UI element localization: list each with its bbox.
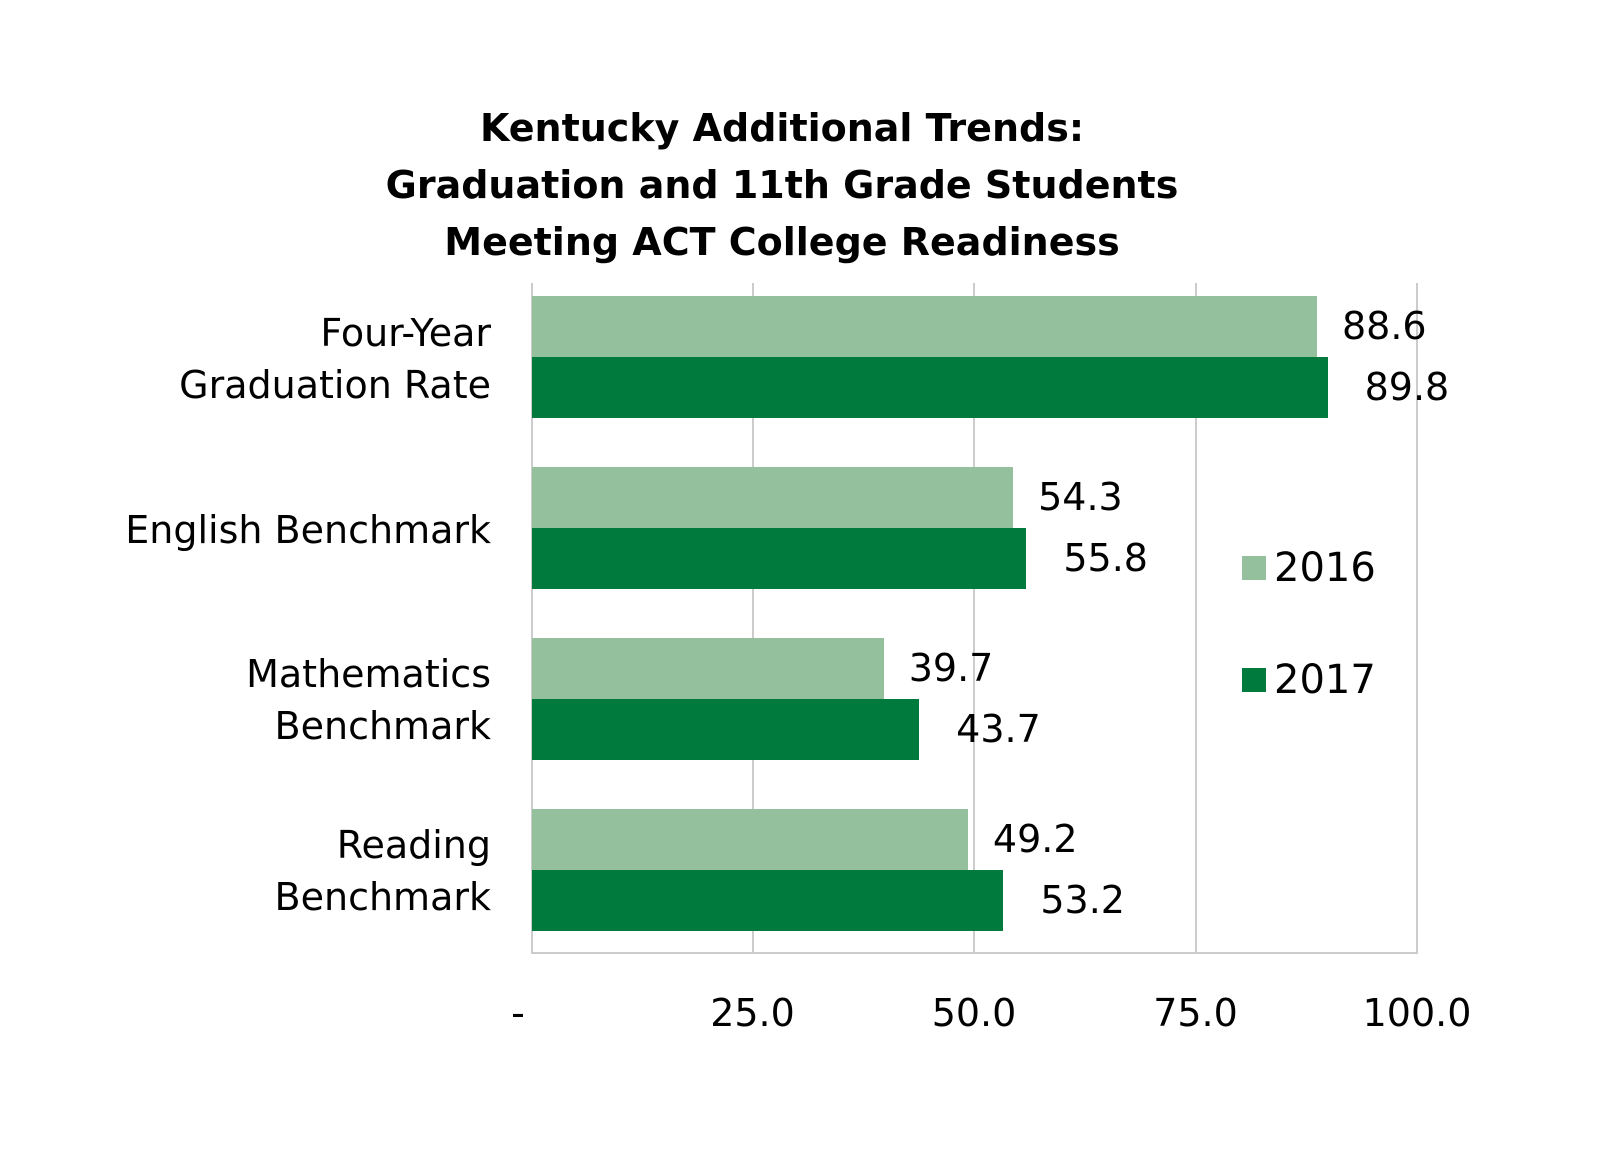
gridline-50 — [973, 283, 975, 954]
category-label: English Benchmark — [125, 508, 491, 552]
data-label-2017: 55.8 — [1063, 536, 1148, 580]
gridline-25 — [752, 283, 754, 954]
bar-2017 — [532, 357, 1328, 418]
x-tick-label: 50.0 — [931, 991, 1017, 1035]
data-label-2017: 53.2 — [1040, 878, 1125, 922]
data-label-2017: 43.7 — [956, 707, 1041, 751]
chart-title-line-3: Meeting ACT College Readiness — [444, 220, 1120, 264]
bar-2017 — [532, 870, 1004, 931]
x-tick-label: 75.0 — [1153, 991, 1238, 1035]
chart-title: Kentucky Additional Trends: Graduation a… — [282, 100, 1282, 271]
data-label-2016: 54.3 — [1038, 475, 1123, 519]
gridline-100 — [1416, 283, 1418, 954]
bar-2016 — [532, 638, 884, 699]
legend-item-2016: 2016 — [1242, 545, 1376, 591]
data-label-2016: 88.6 — [1341, 304, 1427, 348]
category-label: Mathematics Benchmark — [246, 652, 491, 748]
x-axis-line — [531, 952, 1417, 954]
plot-area: 88.6 89.8 54.3 55.8 39.7 43.7 49.2 53.2 — [531, 283, 1449, 954]
category-label: Four-Year Graduation Rate — [179, 311, 491, 407]
gridline-75 — [1195, 283, 1197, 954]
bar-2016 — [532, 809, 968, 870]
chart-title-line-1: Kentucky Additional Trends: — [479, 106, 1085, 150]
x-tick-label: 25.0 — [710, 991, 795, 1035]
legend-item-2017: 2017 — [1242, 657, 1376, 703]
legend-label-2016: 2016 — [1274, 545, 1376, 591]
bar-2017 — [532, 528, 1027, 589]
data-label-2017: 89.8 — [1364, 365, 1450, 409]
bar-2016 — [532, 467, 1014, 528]
legend-swatch-2016 — [1242, 556, 1266, 580]
bar-2017 — [532, 699, 920, 760]
data-label-2016: 49.2 — [992, 817, 1078, 861]
x-tick-label: - — [511, 991, 525, 1035]
legend-swatch-2017 — [1242, 668, 1266, 692]
data-label-2016: 39.7 — [908, 646, 994, 690]
chart-title-line-2: Graduation and 11th Grade Students — [385, 163, 1179, 207]
y-axis-line — [531, 283, 533, 954]
legend-label-2017: 2017 — [1274, 657, 1376, 703]
category-label: Reading Benchmark — [274, 823, 491, 919]
bar-2016 — [532, 296, 1317, 357]
x-tick-label: 100.0 — [1362, 991, 1472, 1035]
